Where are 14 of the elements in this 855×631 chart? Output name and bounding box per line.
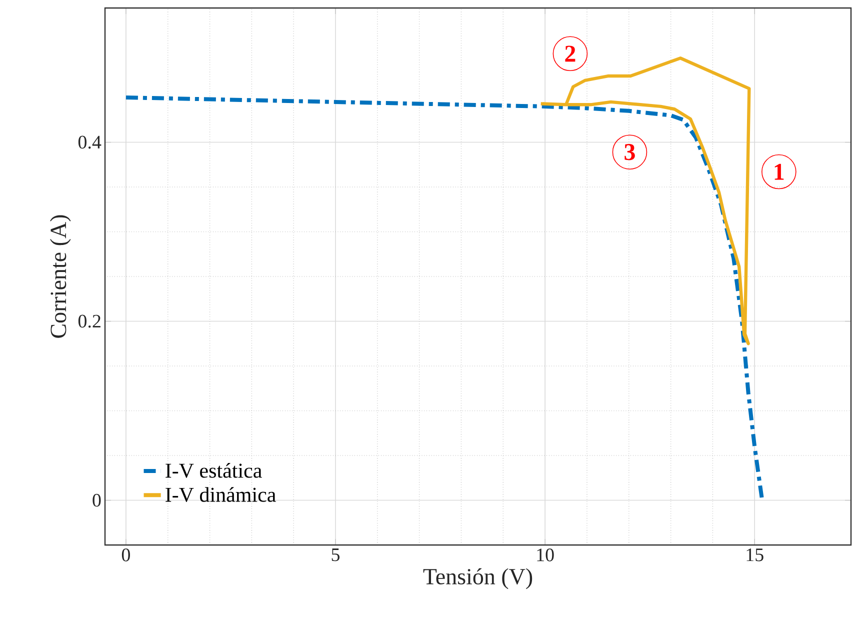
y-tick-label: 0.4 [78, 136, 102, 149]
annotation: 1 [774, 164, 784, 180]
y-tick-label: 0 [92, 494, 101, 507]
x-tick-label: 5 [332, 548, 340, 562]
y-tick-label: 0.2 [78, 314, 100, 328]
x-tick-label: 0 [122, 548, 130, 562]
legend-label: I-V estática [166, 462, 262, 478]
x-tick-label: 10 [537, 548, 554, 562]
annotation: 3 [624, 144, 635, 160]
annotation: 2 [565, 46, 576, 62]
x-tick-label: 15 [746, 548, 764, 562]
x-axis-title: Tensión (V) [423, 568, 532, 590]
y-axis-title: Corriente (A) [50, 215, 71, 338]
legend-label: I-V dinámica [166, 487, 276, 502]
